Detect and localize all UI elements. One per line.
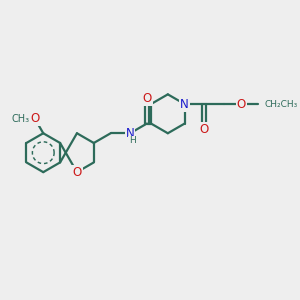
Text: O: O (72, 166, 82, 179)
Text: O: O (142, 92, 152, 105)
Text: O: O (200, 123, 209, 136)
Text: O: O (30, 112, 40, 125)
Text: CH₃: CH₃ (11, 114, 29, 124)
Text: N: N (180, 98, 189, 111)
Text: N: N (126, 127, 134, 140)
Text: O: O (236, 98, 246, 111)
Text: H: H (129, 136, 136, 145)
Text: CH₂CH₃: CH₂CH₃ (264, 100, 298, 109)
